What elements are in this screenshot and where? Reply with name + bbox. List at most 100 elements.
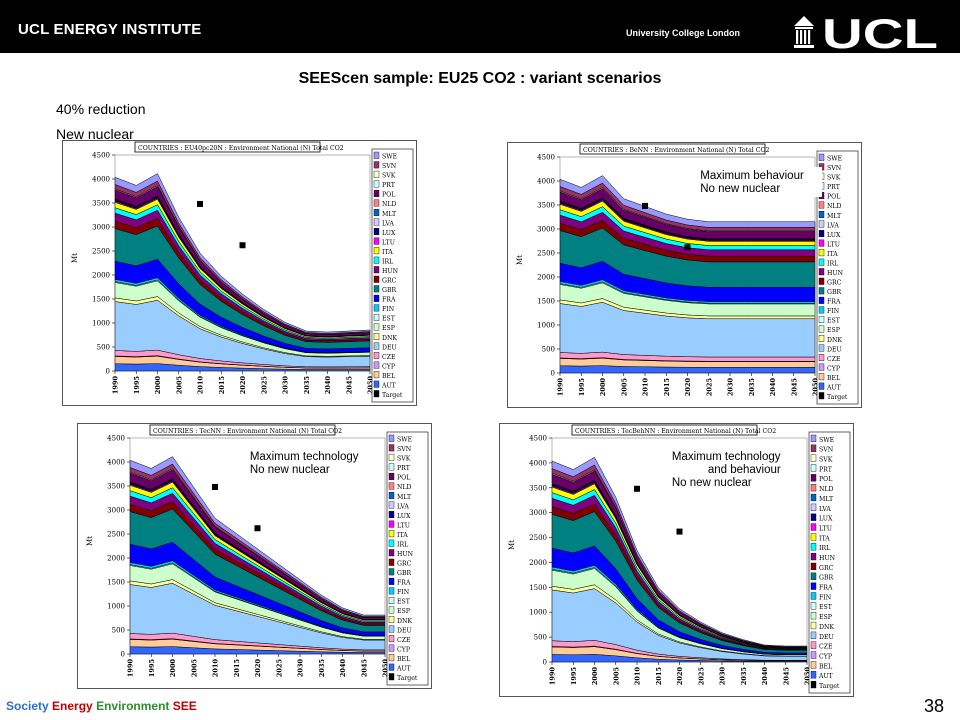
y-tick-label: 0: [551, 370, 555, 378]
x-tick-label: 2000: [599, 378, 607, 397]
legend-label: LTU: [819, 525, 832, 532]
legend-swatch: [388, 635, 395, 643]
co2-area-chart: COUNTRIES : BeNN : Environment National …: [516, 143, 859, 405]
x-tick-label: 2040: [769, 378, 777, 397]
co2-area-chart: COUNTRIES : TecBehNN : Environment Natio…: [508, 424, 851, 694]
legend-label: ITA: [819, 535, 830, 542]
y-axis-label: Mt: [516, 255, 524, 265]
legend-swatch: [810, 552, 817, 561]
legend-swatch: [810, 661, 817, 669]
chart-panel-max-technology: COUNTRIES : TecNN : Environment National…: [77, 423, 432, 689]
legend-swatch: [810, 631, 817, 639]
legend-label: DNK: [819, 624, 834, 631]
legend-swatch: [810, 543, 817, 551]
legend-label: BEL: [397, 656, 410, 663]
x-tick-label: 2010: [634, 667, 642, 686]
x-tick-label: 2020: [239, 376, 247, 395]
legend-label: DNK: [827, 337, 842, 344]
legend-swatch: [810, 612, 817, 620]
legend-swatch: [810, 582, 817, 590]
legend-label: FRA: [819, 585, 833, 592]
legend-label: IRL: [819, 545, 830, 552]
legend-label: POL: [827, 194, 840, 201]
legend-label: LVA: [819, 506, 831, 513]
y-tick-label: 500: [534, 634, 547, 642]
legend-label: LUX: [819, 516, 833, 523]
legend-swatch: [818, 201, 825, 209]
y-tick-label: 1000: [92, 320, 110, 328]
y-tick-label: 2000: [107, 555, 125, 563]
legend-swatch: [388, 520, 395, 528]
target-marker: [212, 483, 218, 490]
x-tick-label: 2025: [260, 376, 268, 395]
x-tick-label: 2030: [282, 376, 290, 395]
y-axis-label: Mt: [71, 253, 79, 263]
legend-swatch: [818, 363, 825, 371]
legend-swatch: [810, 503, 817, 511]
y-tick-label: 3500: [529, 484, 547, 492]
legend-swatch: [388, 539, 395, 547]
legend-swatch: [810, 592, 817, 600]
y-tick-label: 500: [542, 346, 555, 354]
legend-swatch: [818, 325, 825, 333]
y-tick-label: 3500: [107, 483, 125, 491]
x-tick-label: 2015: [655, 667, 663, 686]
legend-label: POL: [819, 476, 832, 483]
x-tick-label: 2025: [275, 659, 283, 678]
y-tick-label: 3000: [529, 509, 547, 517]
x-tick-label: 1995: [578, 378, 586, 397]
y-tick-label: 1500: [529, 584, 547, 592]
legend-swatch: [373, 323, 380, 331]
legend-label: IRL: [827, 260, 838, 267]
legend-label: GBR: [382, 287, 396, 294]
y-tick-label: 2500: [107, 531, 125, 539]
legend-swatch: [373, 161, 380, 169]
legend-label: DEU: [382, 344, 397, 351]
scenario-reduction-label: 40% reduction: [56, 101, 146, 117]
y-tick-label: 4500: [92, 152, 110, 160]
scenario-annotation: No new nuclear: [250, 464, 330, 476]
legend-label: ESP: [382, 325, 395, 332]
legend-label: DEU: [827, 346, 842, 353]
legend-swatch: [818, 306, 825, 314]
legend-label: FIN: [397, 589, 410, 596]
legend-swatch: [373, 266, 380, 274]
legend-label: SVN: [827, 165, 842, 172]
y-axis-label: Mt: [508, 540, 516, 550]
legend-swatch: [810, 562, 817, 571]
chart-title: COUNTRIES : EU40pc20N : Environment Nati…: [138, 145, 344, 152]
x-tick-label: 2050: [812, 378, 820, 397]
y-tick-label: 2000: [537, 274, 555, 282]
legend-label: POL: [397, 475, 410, 482]
x-tick-label: 2005: [612, 667, 620, 686]
legend-swatch: [373, 313, 380, 321]
x-tick-label: 1990: [549, 667, 557, 686]
chart-title-box: [571, 424, 758, 436]
legend-swatch: [810, 621, 817, 630]
y-tick-label: 1500: [107, 579, 125, 587]
legend-swatch: [373, 390, 380, 398]
legend-swatch: [388, 673, 395, 681]
legend-swatch: [388, 530, 395, 538]
legend-swatch: [373, 294, 380, 302]
legend-label: GBR: [827, 289, 841, 296]
legend-swatch: [810, 493, 817, 502]
legend-swatch: [373, 380, 380, 388]
legend-swatch: [388, 482, 395, 490]
legend-label: HUN: [819, 555, 836, 562]
chart-panel-40pc-new-nuclear: COUNTRIES : EU40pc20N : Environment Nati…: [62, 140, 417, 406]
y-tick-label: 0: [106, 368, 110, 376]
footer-see: SEE: [172, 699, 197, 713]
scenario-annotation: Maximum behaviour: [700, 170, 804, 182]
legend-label: CYP: [827, 365, 840, 372]
legend-label: DEU: [819, 634, 834, 641]
legend-label: PRT: [827, 184, 841, 191]
y-tick-label: 4000: [92, 176, 110, 184]
legend-label: NLD: [382, 201, 397, 208]
legend-label: LUX: [382, 230, 396, 237]
x-tick-label: 2045: [345, 376, 353, 395]
ucl-logo: UCL: [794, 14, 938, 50]
legend-label: PRT: [819, 466, 833, 473]
y-tick-label: 0: [121, 651, 125, 659]
x-tick-label: 2045: [782, 667, 790, 686]
